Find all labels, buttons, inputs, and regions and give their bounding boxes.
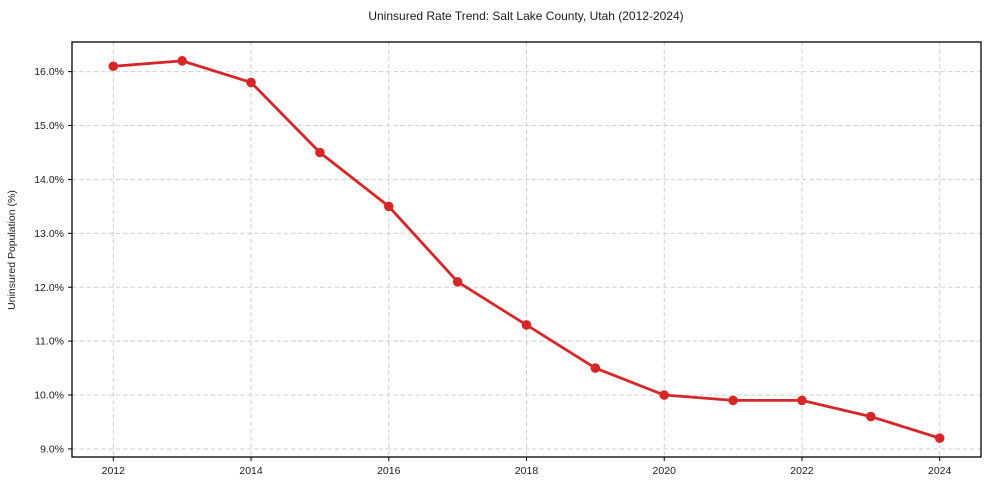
x-tick-label: 2024 bbox=[928, 465, 952, 477]
x-tick-label: 2020 bbox=[653, 465, 677, 477]
y-axis-label: Uninsured Population (%) bbox=[6, 190, 18, 310]
x-tick-label: 2014 bbox=[239, 465, 263, 477]
x-tick-label: 2018 bbox=[515, 465, 539, 477]
data-point-2016 bbox=[383, 201, 394, 212]
data-point-2017 bbox=[452, 277, 463, 287]
y-tick-label: 10.0% bbox=[34, 390, 64, 402]
x-tick-label: 2012 bbox=[102, 465, 126, 477]
x-tick-label: 2022 bbox=[790, 465, 814, 477]
data-point-2019 bbox=[590, 363, 601, 373]
data-point-2022 bbox=[797, 395, 807, 406]
y-tick-label: 14.0% bbox=[34, 174, 64, 186]
grid-layer bbox=[72, 42, 981, 457]
data-point-2023 bbox=[866, 411, 876, 422]
y-tick-label: 15.0% bbox=[34, 120, 64, 132]
data-point-2021 bbox=[728, 395, 738, 406]
y-tick-label: 13.0% bbox=[34, 228, 64, 240]
axis-layer: 9.0% 10.0% 11.0% 12.0% 13.0% 14.0% 15.0% 16.0% 2… bbox=[34, 41, 982, 477]
y-tick-label: 11.0% bbox=[35, 336, 64, 348]
data-point-2024 bbox=[934, 433, 945, 443]
y-tick-label: 12.0% bbox=[34, 282, 64, 294]
plot-border bbox=[71, 41, 982, 458]
data-point-2020 bbox=[659, 390, 670, 400]
y-tick-label: 16.0% bbox=[34, 66, 64, 78]
data-point-2015 bbox=[315, 147, 325, 158]
x-tick-label: 2016 bbox=[377, 465, 401, 477]
data-layer bbox=[108, 56, 945, 443]
data-point-2018 bbox=[521, 320, 532, 330]
data-point-2013 bbox=[177, 56, 187, 66]
y-tick-label: 9.0% bbox=[40, 444, 64, 456]
data-point-2014 bbox=[246, 77, 256, 88]
chart-title: Uninsured Rate Trend: Salt Lake County, … bbox=[368, 9, 683, 23]
data-point-2012 bbox=[108, 61, 119, 72]
